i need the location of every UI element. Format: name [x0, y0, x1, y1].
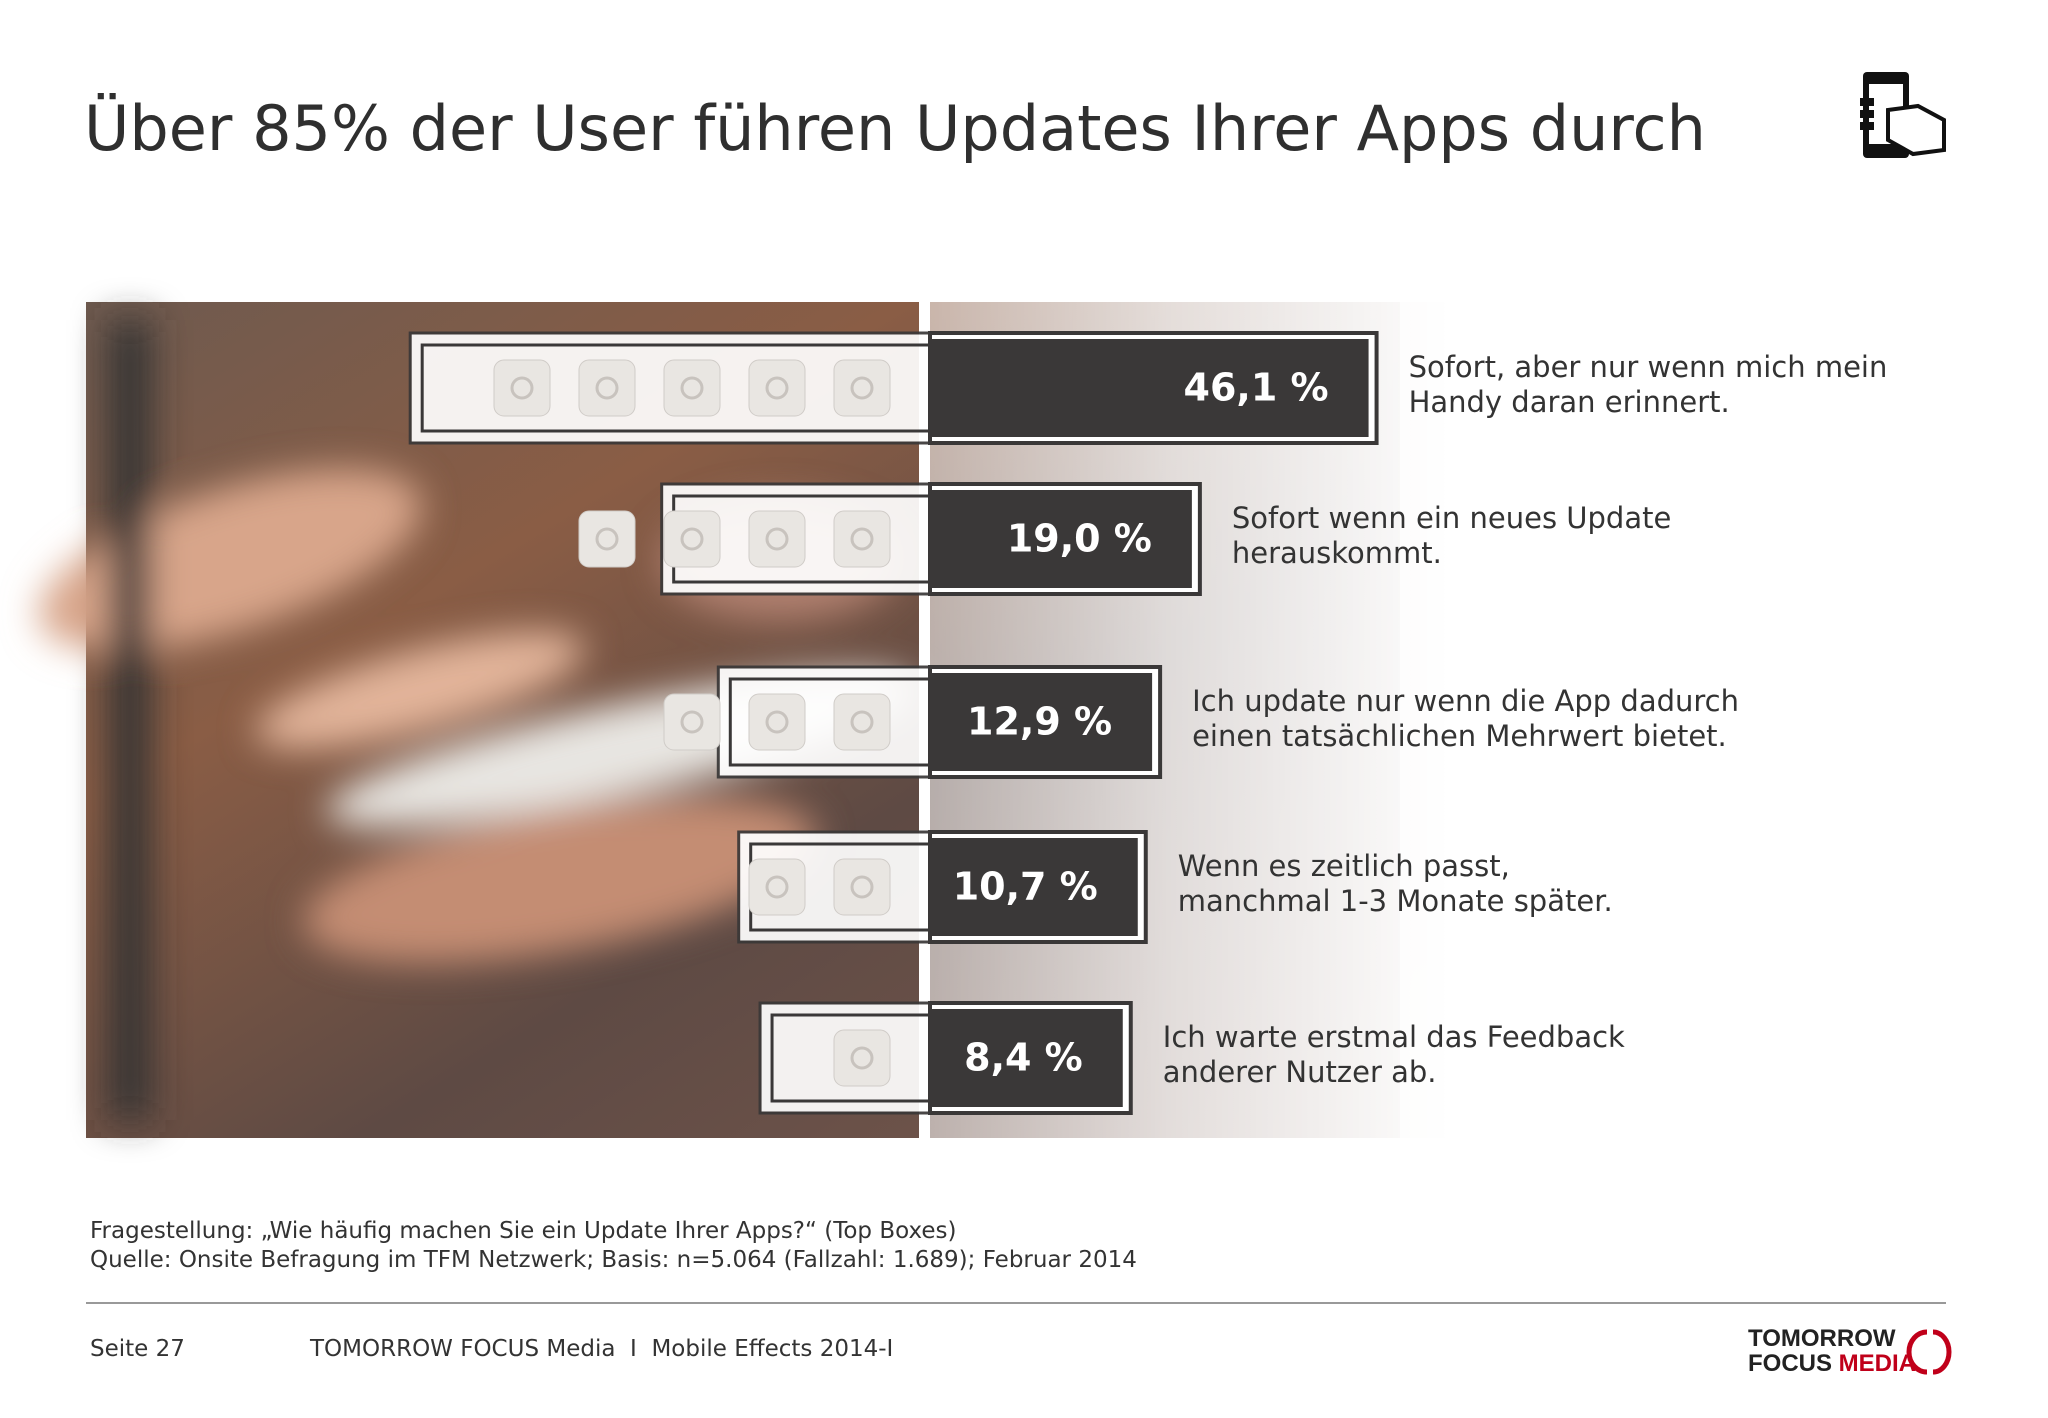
app-icon-glyph [765, 875, 789, 899]
app-icon-glyph [680, 376, 704, 400]
app-icon-glyph [510, 376, 534, 400]
bar [930, 490, 1192, 588]
app-icon-glyph [595, 376, 619, 400]
divider [86, 1302, 1946, 1304]
app-icon [833, 1029, 891, 1087]
chart: 46,1 % 19,0 % 12,9 % 10,7 % 8,4 % [38, 302, 1458, 1138]
value-label: 12,9 % [967, 700, 1112, 744]
app-icon-glyph [680, 710, 704, 734]
bar [930, 1009, 1123, 1107]
category-label: Wenn es zeitlich passt, manchmal 1-3 Mon… [1177, 849, 1613, 918]
app-icon-glyph [680, 527, 704, 551]
category-label: Ich update nur wenn die App dadurch eine… [1192, 684, 1740, 753]
publication: TOMORROW FOCUS Media I Mobile Effects 20… [310, 1336, 894, 1362]
app-icon-glyph [850, 527, 874, 551]
app-icon [493, 359, 551, 417]
logo-text: FOCUS [1748, 1350, 1839, 1377]
app-icon [663, 359, 721, 417]
app-icon-glyph [850, 1046, 874, 1070]
source-note: Quelle: Onsite Befragung im TFM Netzwerk… [90, 1247, 1137, 1273]
app-icon [833, 693, 891, 751]
app-icon-glyph [765, 527, 789, 551]
value-label: 19,0 % [1007, 517, 1152, 561]
app-icon-glyph [850, 875, 874, 899]
app-icon [748, 359, 806, 417]
logo-text: FOCUS MEDIA [1748, 1351, 1916, 1376]
page-number: Seite 27 [90, 1336, 185, 1362]
phone-icon [1860, 72, 1946, 158]
logo: TOMORROW FOCUS MEDIA [1748, 1326, 1916, 1376]
app-icon-glyph [595, 527, 619, 551]
app-icon-glyph [765, 376, 789, 400]
app-icon [833, 858, 891, 916]
logo-text: TOMORROW [1748, 1325, 1896, 1352]
logo-text: MEDIA [1838, 1350, 1917, 1377]
bar [930, 838, 1138, 936]
app-icon [578, 510, 636, 568]
app-icon [748, 510, 806, 568]
category-label: Sofort wenn ein neues Update herauskommt… [1231, 501, 1672, 570]
category-label: Sofort, aber nur wenn mich mein Handy da… [1408, 350, 1888, 419]
app-icon [663, 510, 721, 568]
bar [930, 339, 1369, 437]
value-label: 10,7 % [953, 865, 1098, 909]
logo-mark [1906, 1329, 1952, 1375]
question-note: Fragestellung: „Wie häufig machen Sie ei… [90, 1218, 957, 1244]
bar [930, 673, 1153, 771]
value-label: 46,1 % [1184, 366, 1329, 410]
app-icon [833, 359, 891, 417]
slide-title: Über 85% der User führen Updates Ihrer A… [84, 92, 1706, 165]
category-label: Ich warte erstmal das Feedback anderer N… [1162, 1020, 1625, 1089]
app-icon [663, 693, 721, 751]
app-icon-glyph [765, 710, 789, 734]
app-icon [748, 858, 806, 916]
app-icon [833, 510, 891, 568]
app-icon-glyph [850, 376, 874, 400]
value-label: 8,4 % [964, 1036, 1083, 1080]
app-icon-glyph [850, 710, 874, 734]
app-icon [578, 359, 636, 417]
app-icon [748, 693, 806, 751]
